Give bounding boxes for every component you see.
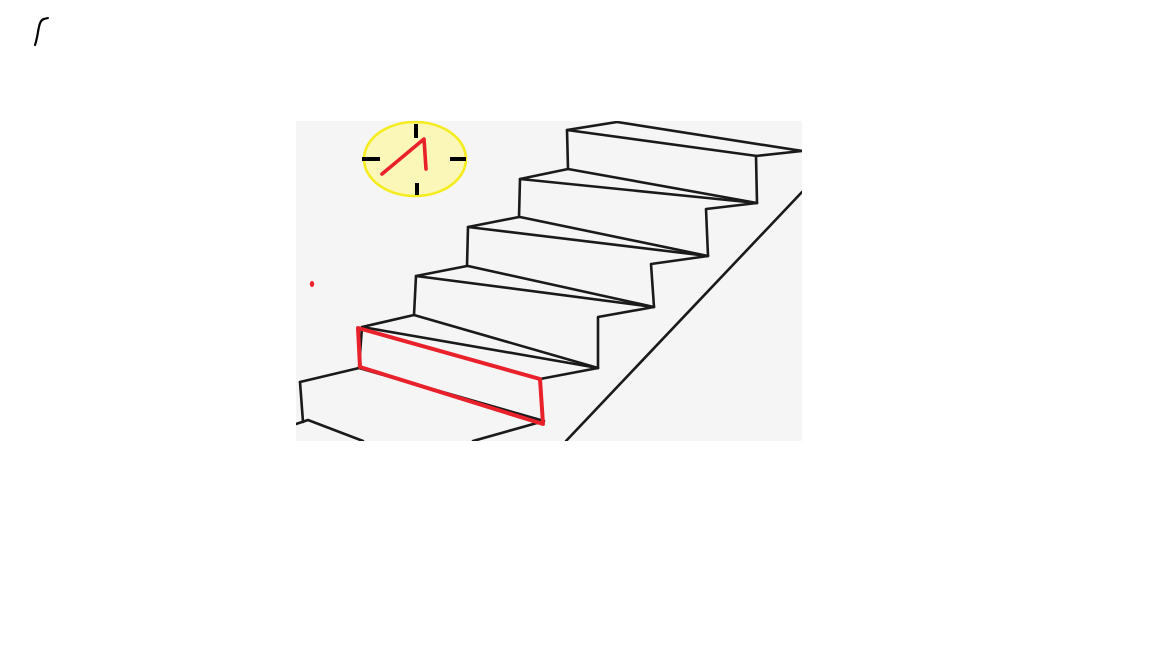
- clock-hands: [380, 137, 428, 176]
- staircase-svg: [296, 121, 802, 441]
- staircase-lines: [296, 121, 802, 441]
- clock-icon: [362, 121, 468, 198]
- step-6: [565, 121, 802, 205]
- pen-stroke-mark: [33, 17, 49, 47]
- stair-stringer: [564, 190, 802, 441]
- red-dot-mark: [309, 281, 315, 287]
- pen-stroke-hook: [43, 17, 49, 20]
- pen-stroke-path: [33, 17, 46, 47]
- staircase-image: [296, 121, 802, 441]
- highlighted-step-outline: [356, 326, 545, 426]
